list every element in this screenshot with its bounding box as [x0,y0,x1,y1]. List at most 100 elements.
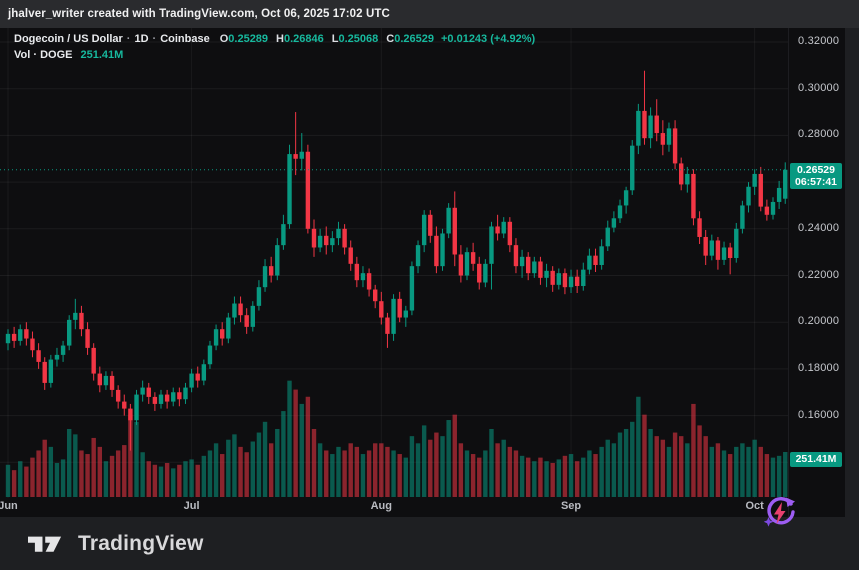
tradingview-logo-icon[interactable] [28,531,68,556]
volume-bar [483,450,488,497]
volume-tag: 251.41M [790,451,842,467]
volume-bar [758,446,763,497]
candle-body [776,187,782,202]
high-value: 0.26846 [284,33,324,45]
volume-bar [305,396,311,497]
symbol-title[interactable]: Dogecoin / US Dollar [14,33,123,45]
attribution-text: jhalver_writer created with TradingView.… [8,8,390,20]
change-value: +0.01243 (+4.92%) [440,33,536,45]
candle-body [244,315,249,327]
volume-bar [73,434,78,497]
candle-body [54,354,60,360]
candle-body [470,252,476,264]
volume-bar [317,443,323,497]
candle-body [256,287,262,306]
volume-bar [348,443,353,497]
volume-bar [752,439,757,497]
candle-body [366,273,372,290]
volume-bar [642,414,647,497]
candle-body [48,359,54,383]
volume-bar [109,455,115,497]
candle-body [134,394,139,421]
volume-bar [636,396,641,497]
candle-body [85,329,90,348]
volume-bar [715,443,721,497]
interval-label[interactable]: 1D [134,33,149,45]
volume-bar [648,428,653,497]
volume-bar [330,454,335,497]
candle-body [281,224,286,246]
time-axis[interactable]: Jun Jul Aug Sep Oct [0,498,788,517]
volume-bar [122,445,127,497]
volume-bar [256,432,262,497]
volume-bar [691,403,696,497]
volume-bar [391,450,396,497]
time-axis-label: Jun [0,500,18,512]
price-axis-label: 0.20000 [798,315,840,328]
candle-body [103,375,109,386]
candle-body [501,221,506,234]
candle-body [30,338,35,351]
volume-bar [97,446,102,497]
volume-bar [24,466,29,497]
volume-bar [660,439,666,497]
price-axis-label: 0.18000 [798,361,840,374]
candle-body [550,270,555,285]
volume-bar [458,443,464,497]
candle-body [428,214,433,236]
volume-bar [60,459,66,497]
candle-body [740,205,745,229]
time-axis-label: Jul [183,500,200,512]
candle-body [489,226,494,264]
candle-body [348,247,353,264]
candle-body [623,190,629,206]
candle-body [434,235,439,267]
candle-body [458,254,464,276]
candle-body [440,233,445,267]
candle-body [164,394,170,402]
volume-bar [672,432,678,497]
candle-body [317,235,323,248]
footer: TradingView [0,517,859,570]
volume-bar [415,443,421,497]
volume-bar [189,459,194,497]
symbol-legend[interactable]: Dogecoin / US Dollar · 1D · Coinbase O0.25289… [14,31,535,63]
volume-bar [5,464,11,497]
candle-body [587,255,592,270]
candlestick-chart[interactable] [0,28,788,498]
volume-bar [403,457,408,497]
volume-bar [623,428,629,497]
price-axis[interactable]: 0.26529 06:57:41 251.41M 0.32000 0.30000 0… [788,28,846,517]
volume-bar [171,468,176,497]
volume-bar [287,380,292,497]
lightning-sticker-icon[interactable] [763,496,796,528]
volume-bar [385,446,390,497]
candle-body [642,110,647,139]
candle-body [617,205,623,219]
candle-body [636,110,641,146]
price-axis-label: 0.16000 [798,408,840,421]
candle-body [703,236,708,256]
candle-body [287,154,292,225]
volume-bar [434,432,439,497]
open-label: O [219,33,229,45]
candle-body [336,228,341,239]
volume-bar [421,425,427,497]
candle-body [593,255,598,265]
volume-bar [354,446,360,497]
volume-bar [379,443,384,497]
candle-body [581,269,586,287]
candle-body [415,245,421,267]
tradingview-brand-text[interactable]: TradingView [78,531,204,555]
candle-body [611,218,617,228]
close-value: 0.26529 [394,33,434,45]
volume-bar [183,461,188,497]
time-axis-label: Oct [745,500,764,512]
candle-body [201,364,207,381]
candle-body [660,133,666,145]
chart-plot-area[interactable]: Dogecoin / US Dollar · 1D · Coinbase O0.25289… [0,28,788,498]
candle-body [599,246,604,265]
last-price-value: 0.26529 [797,163,835,176]
exchange-label[interactable]: Coinbase [160,33,210,45]
volume-bar [605,439,610,497]
